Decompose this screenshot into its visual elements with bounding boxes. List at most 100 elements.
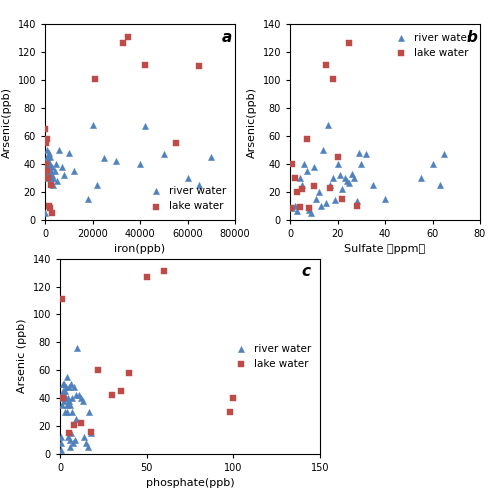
lake water xyxy=(326,183,334,191)
lake water xyxy=(64,429,72,437)
river water xyxy=(322,199,330,207)
river water xyxy=(331,196,339,204)
river water xyxy=(352,198,360,205)
river water xyxy=(82,439,90,447)
lake water xyxy=(44,174,52,182)
river water xyxy=(48,174,56,182)
river water xyxy=(61,387,69,395)
river water xyxy=(53,177,61,184)
lake water xyxy=(120,39,128,46)
river water xyxy=(308,209,316,217)
river water xyxy=(346,180,354,187)
river water xyxy=(44,167,52,175)
lake water xyxy=(141,61,149,69)
lake water xyxy=(42,125,50,133)
lake water xyxy=(142,273,150,281)
Legend: river water, lake water: river water, lake water xyxy=(388,30,475,61)
Y-axis label: Arsenic(ppb): Arsenic(ppb) xyxy=(247,86,257,158)
river water xyxy=(324,121,332,129)
river water xyxy=(317,202,325,209)
river water xyxy=(64,394,72,402)
lake water xyxy=(160,267,168,275)
river water xyxy=(66,436,74,444)
X-axis label: phosphate(ppb): phosphate(ppb) xyxy=(146,478,234,488)
river water xyxy=(293,207,301,215)
river water xyxy=(57,439,65,447)
river water xyxy=(74,344,82,352)
lake water xyxy=(196,62,203,70)
lake water xyxy=(94,366,102,374)
river water xyxy=(43,167,51,175)
river water xyxy=(329,174,337,182)
river water xyxy=(52,160,60,168)
lake water xyxy=(310,182,318,190)
river water xyxy=(62,394,70,402)
river water xyxy=(340,174,348,182)
river water xyxy=(58,380,66,388)
river water xyxy=(78,397,86,405)
river water xyxy=(302,167,310,175)
lake water xyxy=(172,139,179,147)
river water xyxy=(72,415,80,423)
river water xyxy=(298,181,306,189)
river water xyxy=(56,446,64,453)
river water xyxy=(436,181,444,189)
lake water xyxy=(87,427,95,435)
river water xyxy=(64,408,72,416)
X-axis label: Sulfate （ppm）: Sulfate （ppm） xyxy=(344,244,426,254)
river water xyxy=(43,146,51,154)
lake water xyxy=(124,33,132,41)
river water xyxy=(65,149,73,157)
river water xyxy=(93,181,101,189)
lake water xyxy=(44,202,52,209)
river water xyxy=(64,433,72,441)
river water xyxy=(428,160,436,168)
lake water xyxy=(338,195,346,203)
river water xyxy=(207,153,215,161)
river water xyxy=(336,171,344,179)
river water xyxy=(334,160,342,168)
lake water xyxy=(226,408,234,416)
lake water xyxy=(108,391,116,399)
river water xyxy=(87,429,95,437)
river water xyxy=(44,160,52,168)
X-axis label: iron(ppb): iron(ppb) xyxy=(114,244,166,254)
river water xyxy=(86,408,94,416)
lake water xyxy=(77,419,85,427)
lake water xyxy=(58,295,66,303)
river water xyxy=(58,401,66,409)
river water xyxy=(196,181,203,189)
lake water xyxy=(48,209,56,217)
river water xyxy=(46,160,54,168)
lake water xyxy=(296,203,304,211)
river water xyxy=(44,157,52,165)
river water xyxy=(184,174,192,182)
Text: a: a xyxy=(222,30,232,45)
river water xyxy=(112,157,120,165)
lake water xyxy=(305,204,313,212)
river water xyxy=(314,188,322,196)
lake water xyxy=(230,394,237,402)
river water xyxy=(348,170,356,178)
river water xyxy=(326,181,334,189)
lake water xyxy=(302,135,310,142)
Y-axis label: Arsenic(ppb): Arsenic(ppb) xyxy=(2,86,12,158)
river water xyxy=(381,195,389,203)
river water xyxy=(362,150,370,158)
river water xyxy=(47,167,55,175)
river water xyxy=(50,181,58,189)
river water xyxy=(66,401,74,409)
river water xyxy=(77,394,85,402)
lake water xyxy=(322,61,330,69)
lake water xyxy=(60,394,68,402)
river water xyxy=(48,163,56,170)
river water xyxy=(62,401,70,409)
lake water xyxy=(70,421,78,428)
river water xyxy=(80,433,88,441)
Text: c: c xyxy=(302,264,311,280)
river water xyxy=(75,391,83,399)
river water xyxy=(70,436,78,444)
river water xyxy=(355,149,363,157)
river water xyxy=(60,397,68,405)
river water xyxy=(319,146,327,154)
